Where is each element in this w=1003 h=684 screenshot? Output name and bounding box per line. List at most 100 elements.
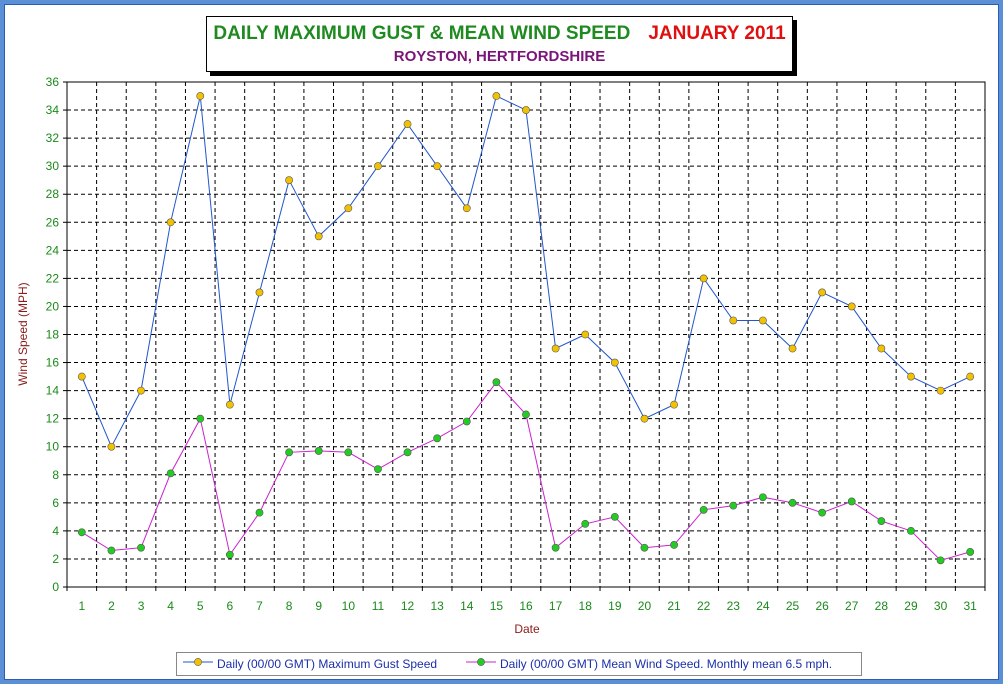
data-point-gust	[137, 386, 145, 395]
x-tick-label: 4	[167, 599, 174, 613]
data-point-gust	[759, 316, 767, 325]
data-point-mean	[966, 548, 975, 556]
data-point-mean	[759, 493, 767, 502]
x-tick-label: 9	[315, 599, 322, 613]
data-point-gust	[433, 162, 442, 171]
data-point-mean	[670, 541, 678, 549]
x-tick-label: 23	[727, 599, 741, 613]
data-point-gust	[670, 400, 678, 409]
x-axis-label: Date	[514, 622, 540, 636]
y-tick-label: 26	[46, 215, 60, 229]
x-tick-label: 30	[934, 599, 948, 613]
y-tick-label: 6	[52, 496, 59, 510]
data-point-gust	[344, 204, 353, 213]
x-tick-label: 10	[342, 599, 356, 613]
data-point-mean	[936, 556, 945, 565]
y-tick-label: 28	[46, 187, 60, 201]
y-tick-label: 10	[46, 440, 60, 454]
y-tick-label: 22	[46, 271, 60, 285]
x-tick-label: 12	[401, 599, 415, 613]
x-tick-label: 18	[579, 599, 593, 613]
chart-subtitle: ROYSTON, HERTFORDSHIRE	[393, 48, 606, 65]
y-tick-label: 12	[46, 412, 60, 426]
data-point-mean	[433, 434, 442, 443]
x-tick-label: 13	[430, 599, 444, 613]
plot-area-border	[66, 81, 986, 588]
data-point-gust	[699, 274, 708, 283]
x-tick-label: 11	[372, 599, 385, 613]
legend-swatch-mean	[466, 658, 496, 666]
data-point-gust	[374, 162, 382, 171]
data-point-mean	[255, 508, 264, 517]
data-point-mean	[225, 550, 234, 559]
data-point-gust	[581, 330, 590, 339]
data-point-mean	[877, 517, 886, 525]
legend-label-gust: Daily (00/00 GMT) Maximum Gust Speed	[217, 657, 438, 671]
chart-title: DAILY MAXIMUM GUST & MEAN WIND SPEED	[213, 23, 631, 44]
data-point-mean	[581, 519, 590, 528]
data-point-mean	[522, 410, 530, 419]
data-point-gust	[492, 92, 501, 100]
y-tick-label: 20	[46, 299, 60, 313]
grid-layer	[67, 81, 985, 587]
y-tick-label: 0	[52, 580, 59, 594]
x-tick-label: 1	[78, 599, 85, 613]
x-tick-label: 2	[108, 599, 115, 613]
chart-title-box: DAILY MAXIMUM GUST & MEAN WIND SPEED JANU…	[206, 16, 793, 72]
legend-swatch-gust	[183, 658, 213, 666]
data-point-gust	[403, 120, 412, 128]
data-point-mean	[403, 448, 412, 457]
data-point-gust	[640, 414, 649, 423]
data-point-mean	[818, 508, 827, 517]
data-point-gust	[225, 400, 234, 409]
x-tick-label: 15	[490, 599, 504, 613]
x-tick-label: 31	[964, 599, 978, 613]
data-point-mean	[137, 543, 145, 552]
y-tick-label: 14	[46, 384, 60, 398]
x-tick-label: 19	[608, 599, 622, 613]
data-point-mean	[847, 497, 856, 506]
data-point-gust	[788, 344, 797, 353]
x-tick-label: 28	[875, 599, 889, 613]
data-point-mean	[77, 528, 86, 537]
y-tick-label: 36	[46, 75, 60, 89]
data-point-mean	[285, 448, 293, 457]
data-point-mean	[344, 448, 353, 457]
x-tick-label: 20	[638, 599, 652, 613]
data-point-mean	[196, 414, 205, 423]
data-point-gust	[522, 106, 530, 114]
data-point-mean	[907, 526, 915, 535]
data-point-gust	[818, 288, 827, 297]
data-point-mean	[551, 543, 560, 552]
chart-title-line: DAILY MAXIMUM GUST & MEAN WIND SPEED JANU…	[207, 23, 792, 45]
legend: Daily (00/00 GMT) Maximum Gust Speed Dai…	[176, 652, 862, 676]
y-tick-label: 2	[52, 552, 59, 566]
y-tick-label: 18	[46, 328, 60, 342]
data-point-gust	[255, 288, 264, 297]
x-tick-label: 17	[549, 599, 563, 613]
data-point-gust	[877, 344, 886, 353]
x-tick-label: 5	[197, 599, 204, 613]
data-point-gust	[166, 218, 175, 227]
x-tick-label: 29	[904, 599, 918, 613]
y-tick-label: 24	[46, 243, 60, 257]
data-point-mean	[166, 469, 175, 478]
data-point-mean	[107, 546, 116, 555]
y-tick-label: 16	[46, 356, 60, 370]
data-point-gust	[462, 204, 471, 213]
x-tick-label: 24	[756, 599, 770, 613]
data-point-gust	[77, 372, 86, 381]
legend-label-mean: Daily (00/00 GMT) Mean Wind Speed. Month…	[500, 657, 833, 671]
y-tick-label: 30	[46, 159, 60, 173]
data-point-gust	[729, 316, 738, 325]
data-point-gust	[907, 372, 915, 381]
chart-title-month: JANUARY 2011	[648, 23, 786, 44]
data-point-gust	[847, 302, 856, 311]
data-point-gust	[551, 344, 560, 353]
data-point-mean	[729, 501, 738, 510]
data-point-gust	[936, 386, 945, 395]
chart-frame	[4, 4, 999, 680]
y-tick-label: 34	[46, 103, 60, 117]
